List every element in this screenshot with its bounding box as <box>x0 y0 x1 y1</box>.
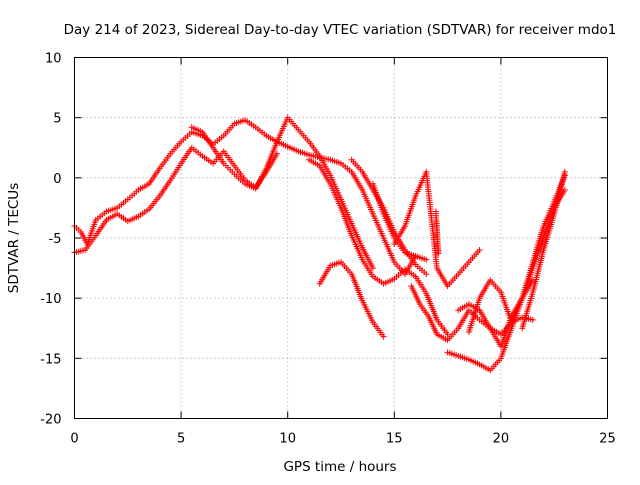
series-track-g <box>369 180 430 263</box>
y-tick-label: -5 <box>49 232 62 247</box>
x-tick-label: 25 <box>599 432 616 447</box>
y-tick-label: 5 <box>53 112 61 127</box>
x-tick-label: 0 <box>70 432 78 447</box>
x-tick-label: 5 <box>177 432 185 447</box>
data-point <box>476 247 483 254</box>
series-track-e <box>316 259 387 340</box>
series-track-j <box>432 208 442 257</box>
x-axis-label: GPS time / hours <box>283 459 396 475</box>
data-point <box>423 271 430 278</box>
series-track-i <box>408 283 536 344</box>
y-tick-label: 0 <box>53 172 61 187</box>
x-tick-label: 15 <box>386 432 403 447</box>
series-track-m <box>465 186 568 335</box>
data-point <box>435 250 442 257</box>
chart-title: Day 214 of 2023, Sidereal Day-to-day VTE… <box>64 22 617 38</box>
data-point <box>369 265 376 272</box>
y-axis-label: SDTVAR / TECUs <box>6 183 22 293</box>
series-track-d <box>306 156 451 338</box>
data-points <box>71 114 568 374</box>
y-tick-label: -15 <box>40 352 61 367</box>
series-track-c <box>188 114 376 272</box>
y-tick-label: -10 <box>40 292 61 307</box>
data-point <box>380 333 387 340</box>
x-tick-label: 10 <box>279 432 296 447</box>
series-track-n <box>519 168 568 332</box>
data-point <box>561 168 568 175</box>
x-tick-label: 20 <box>493 432 510 447</box>
y-tick-label: -20 <box>40 413 61 428</box>
data-point <box>423 256 430 263</box>
data-point <box>444 331 451 338</box>
data-point <box>529 316 536 323</box>
y-tick-label: 10 <box>45 52 62 67</box>
data-point <box>561 186 568 193</box>
axis-ticks: 0 5 10 15 20 25 -20 -15 -10 -5 0 5 10 <box>40 52 616 447</box>
